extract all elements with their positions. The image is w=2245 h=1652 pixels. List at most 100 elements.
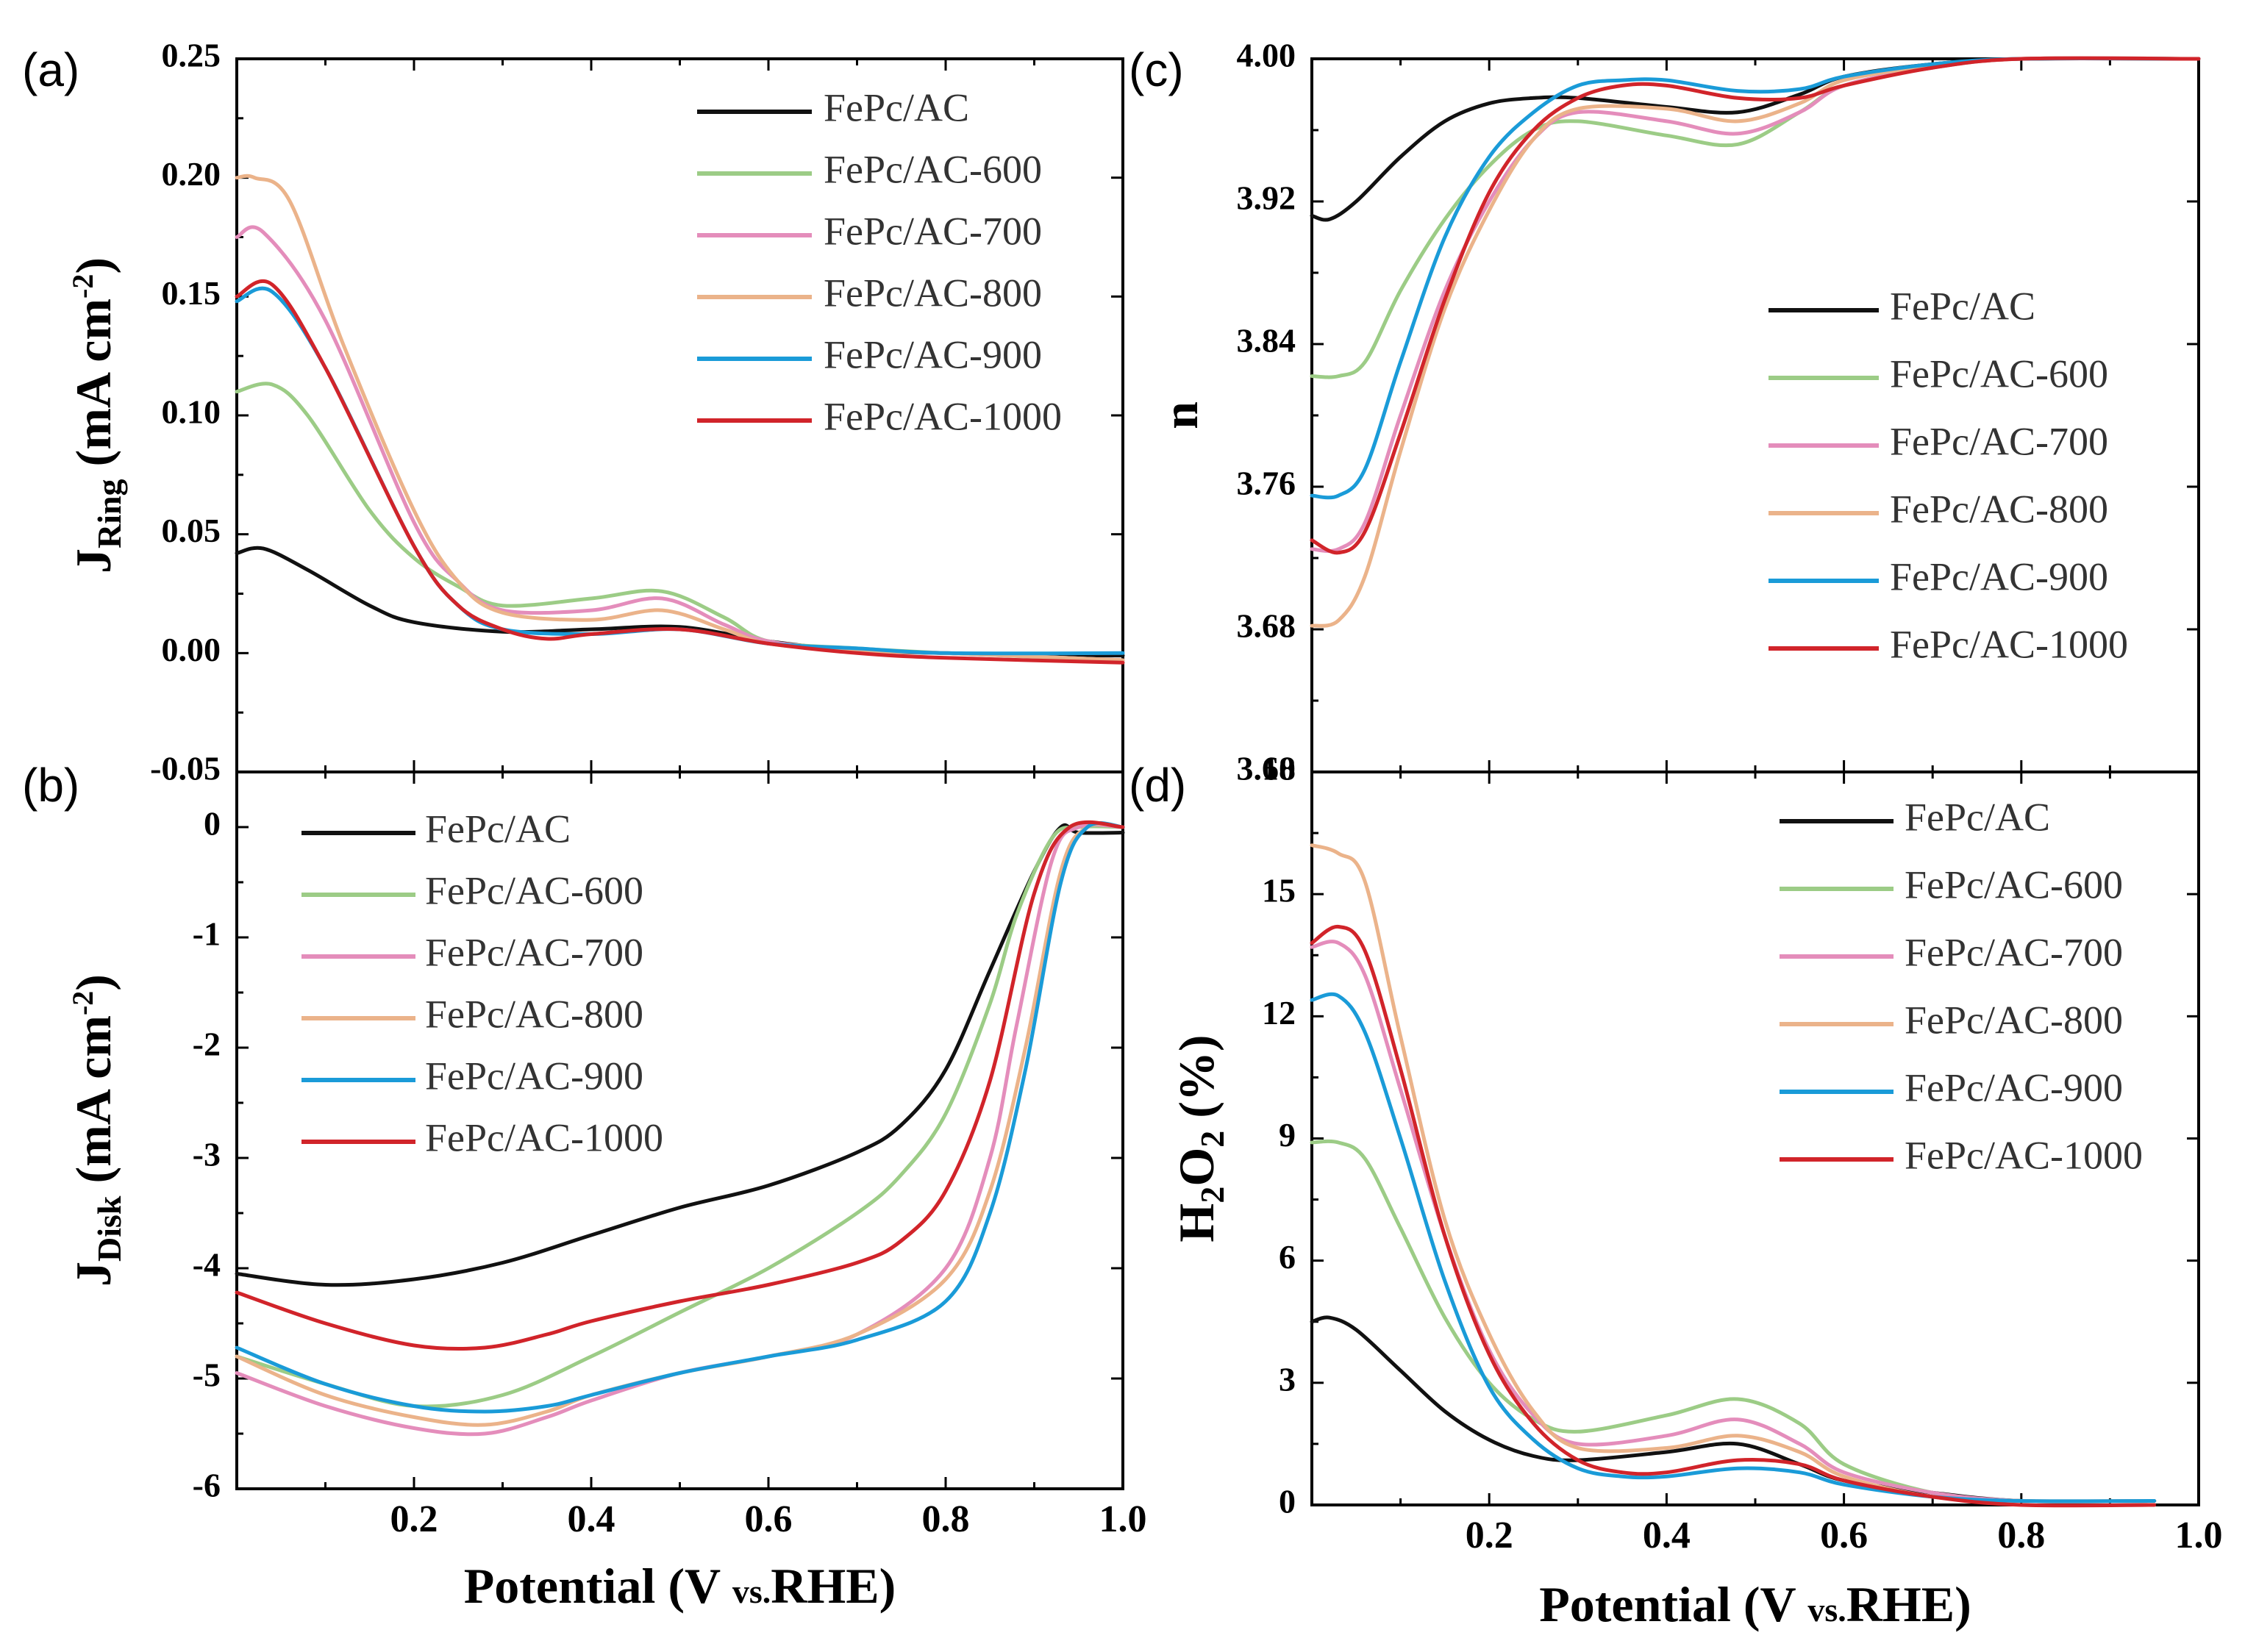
y-tick-label: 0.20 (162, 155, 221, 193)
series-line (1310, 56, 2201, 500)
panel-label: (d) (1129, 759, 1186, 812)
y-tick-label: 15 (1262, 872, 1296, 909)
x-tick-label: 0.2 (1466, 1515, 1513, 1556)
series-line (1310, 56, 2201, 379)
legend-label: FePc/AC (1905, 795, 2050, 839)
panel-label: (c) (1129, 43, 1184, 96)
y-label-unit: (mA cm (65, 1015, 121, 1195)
legend-label: FePc/AC-600 (1890, 351, 2108, 396)
series-line (235, 823, 1125, 1437)
y-label-unit: (mA cm (65, 298, 121, 479)
panel-a: (a) -0.05 0.00 0.05 0.10 0.15 0.20 0.25 FePc/AC F… (22, 37, 1125, 787)
legend-label: FePc/AC-1000 (1905, 1133, 2143, 1177)
y-tick-label: 3.68 (1237, 607, 1296, 645)
x-label-main: Potential (V (464, 1558, 732, 1614)
axes-frame (235, 770, 1124, 1490)
y-tick-label: 3.92 (1237, 179, 1296, 217)
y-tick-label: 12 (1262, 994, 1296, 1031)
y-tick-label: -3 (193, 1136, 221, 1173)
y-tick-label: 3 (1279, 1360, 1296, 1398)
y-label-sub: 2 (1193, 1187, 1231, 1204)
x-tick-label: 0.8 (922, 1498, 970, 1540)
y-label-close: ) (65, 257, 121, 274)
panel-c: (c) 3.60 3.68 3.76 3.84 3.92 4.00 FePc/AC FePc/A… (1129, 37, 2201, 787)
legend-label: FePc/AC-900 (824, 332, 1042, 376)
series-line (235, 821, 1125, 1414)
x-label-main: Potential (V (1539, 1576, 1807, 1632)
x-axis-label: Potential (V vs.RHE) (1539, 1576, 1971, 1632)
series-line (1310, 56, 2201, 628)
panel-d: (d) 0 3 6 9 12 15 18 0.2 0.4 0.6 0.8 1.0 FePc/AC FePc/… (1129, 750, 2223, 1632)
y-axis-label: JRing (mA cm-2) (65, 257, 128, 573)
legend-label: FePc/AC-700 (425, 930, 643, 974)
legend-label: FePc/AC-600 (425, 868, 643, 912)
x-label-end: RHE) (1846, 1576, 1971, 1632)
legend-label: FePc/AC-1000 (1890, 622, 2128, 666)
y-axis-label: n (1152, 401, 1208, 429)
y-tick-label: 0.05 (162, 512, 221, 549)
x-tick-label: 0.4 (1643, 1515, 1691, 1556)
y-tick-label: 0.10 (162, 393, 221, 431)
series-line (1310, 924, 2157, 1508)
y-tick-label: 0.25 (162, 37, 221, 74)
y-tick-label: -6 (193, 1467, 221, 1504)
y-label-main: n (1152, 401, 1208, 429)
y-label-mid: O (1168, 1148, 1224, 1187)
x-tick-label: 0.2 (390, 1498, 438, 1540)
legend-label: FePc/AC-800 (425, 992, 643, 1036)
x-label-vs: vs. (1807, 1591, 1846, 1628)
y-tick-label: -2 (193, 1026, 221, 1063)
y-tick-label: 4.00 (1237, 37, 1296, 74)
panel-label: (a) (22, 43, 79, 96)
y-label-sub: Disk (90, 1195, 128, 1262)
series-line (235, 174, 1125, 662)
legend-label: FePc/AC (824, 85, 969, 129)
series-line (235, 820, 1125, 1351)
y-label-main: H (1168, 1204, 1224, 1242)
legend-label: FePc/AC (1890, 284, 2035, 328)
x-tick-label: 1.0 (1099, 1498, 1147, 1540)
legend-label: FePc/AC-600 (1905, 862, 2123, 907)
y-label-main: J (65, 1262, 121, 1287)
legend-label: FePc/AC-1000 (425, 1115, 663, 1159)
y-label-sup: -2 (66, 991, 99, 1015)
panel-label: (b) (22, 759, 79, 812)
y-label-sub: Ring (90, 479, 128, 548)
x-tick-label: 1.0 (2175, 1515, 2223, 1556)
y-tick-label: 18 (1262, 750, 1296, 787)
y-tick-label: 0 (1279, 1483, 1296, 1520)
y-tick-label: 3.60 (1237, 750, 1296, 787)
x-tick-label: 0.6 (1820, 1515, 1868, 1556)
y-tick-label: 0.15 (162, 274, 221, 312)
panel-b: (b) -6 -5 -4 -3 -2 -1 0 0.2 0.4 0.6 0.8 1.0 FePc/AC Fe… (22, 759, 1147, 1614)
y-label-close: ) (65, 974, 121, 991)
x-label-end: RHE) (771, 1558, 896, 1614)
y-axis-label: H2O2 (%) (1168, 1034, 1231, 1242)
y-label-sub2: 2 (1193, 1131, 1231, 1148)
x-label-vs: vs. (732, 1573, 771, 1610)
y-tick-label: -0.05 (150, 750, 221, 787)
y-tick-label: 9 (1279, 1116, 1296, 1154)
legend-label: FePc/AC (425, 807, 571, 851)
y-label-main: J (65, 548, 121, 573)
legend-label: FePc/AC-1000 (824, 394, 1062, 438)
y-label-sup: -2 (66, 274, 99, 298)
series-line (235, 824, 1125, 1409)
y-tick-label: 0.00 (162, 631, 221, 668)
y-tick-label: 0 (204, 805, 221, 843)
legend-label: FePc/AC-700 (1905, 930, 2123, 974)
x-tick-label: 0.6 (745, 1498, 793, 1540)
legend-label: FePc/AC-700 (824, 209, 1042, 253)
series-line (235, 279, 1125, 665)
series-line (1310, 940, 2157, 1503)
legend-label: FePc/AC-600 (824, 147, 1042, 191)
legend-label: FePc/AC-900 (1890, 554, 2108, 598)
legend-label: FePc/AC-900 (425, 1054, 643, 1098)
legend-label: FePc/AC-800 (1890, 487, 2108, 531)
legend-label: FePc/AC-800 (824, 271, 1042, 315)
x-tick-label: 0.8 (1997, 1515, 2045, 1556)
y-tick-label: 6 (1279, 1238, 1296, 1276)
y-tick-label: -1 (193, 915, 221, 953)
x-tick-label: 0.4 (568, 1498, 615, 1540)
